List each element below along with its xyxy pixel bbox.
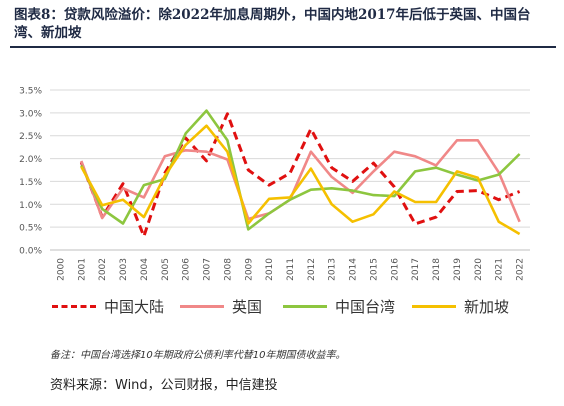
line-chart: 0.0%0.5%1.0%1.5%2.0%2.5%3.0%3.5% 2000 200…	[19, 87, 530, 281]
title-divider	[10, 46, 556, 48]
x-tick-label: 2016	[390, 258, 400, 281]
x-tick-label: 2014	[349, 258, 359, 281]
x-axis: 2000 2001 2002 2003 2004 2005 2006 2007 2008 2009…	[50, 249, 530, 281]
x-tick-label: 2011	[286, 258, 296, 281]
x-tick-label: 2020	[474, 258, 484, 281]
x-tick-label: 2018	[432, 258, 442, 281]
legend-swatch-mainland	[52, 305, 96, 308]
y-tick-label: 0.0%	[19, 247, 42, 257]
legend-swatch-uk	[180, 305, 224, 308]
legend-item-singapore: 新加坡	[412, 296, 509, 317]
legend-label-singapore: 新加坡	[464, 298, 510, 316]
x-tick-label: 2022	[516, 258, 526, 281]
legend-label-uk: 英国	[232, 298, 263, 316]
x-tick-label: 2013	[328, 258, 338, 281]
x-tick-label: 2005	[161, 258, 171, 281]
series-line-1	[80, 139, 521, 223]
x-tick-label: 2002	[98, 258, 108, 281]
legend-item-taiwan: 中国台湾	[283, 296, 395, 317]
data-source: 资料来源：Wind，公司财报，中信建投	[50, 378, 278, 393]
x-tick-label: 2009	[244, 258, 254, 281]
x-tick-label: 2000	[56, 258, 66, 281]
series-line-2	[80, 109, 521, 231]
y-tick-label: 2.0%	[19, 155, 42, 165]
series-line-0	[79, 112, 521, 238]
y-tick-label: 3.5%	[19, 87, 42, 97]
y-tick-label: 1.0%	[19, 201, 42, 211]
x-tick-label: 2015	[369, 258, 379, 281]
x-tick-label: 2010	[265, 258, 275, 281]
legend-swatch-taiwan	[283, 305, 327, 308]
x-tick-label: 2019	[453, 258, 463, 281]
x-tick-label: 2021	[495, 258, 505, 281]
x-tick-label: 2017	[411, 258, 421, 281]
x-tick-label: 2001	[77, 258, 87, 281]
x-tick-label: 2012	[307, 258, 317, 281]
y-tick-label: 3.0%	[19, 109, 42, 119]
x-tick-label: 2007	[203, 258, 213, 281]
chart-note: 备注：中国台湾选择10年期政府公债利率代替10年期国债收益率。	[50, 350, 346, 361]
legend-item-uk: 英国	[180, 296, 262, 317]
legend-item-mainland: 中国大陆	[52, 296, 164, 317]
y-tick-label: 2.5%	[19, 132, 42, 142]
series-line-3	[80, 124, 521, 236]
legend-label-taiwan: 中国台湾	[335, 298, 396, 316]
legend-swatch-singapore	[412, 305, 456, 308]
x-tick-label: 2006	[182, 258, 192, 281]
y-tick-label: 0.5%	[19, 224, 42, 234]
x-tick-label: 2008	[223, 258, 233, 281]
x-tick-label: 2003	[119, 258, 129, 281]
series-lines	[79, 109, 521, 238]
chart-title: 图表8：贷款风险溢价：除2022年加息周期外，中国内地2017年后低于英国、中国…	[14, 7, 531, 41]
x-tick-label: 2004	[140, 258, 150, 281]
y-axis: 0.0% 0.5% 1.0% 1.5% 2.0% 2.5% 3.0% 3.5%	[19, 87, 42, 257]
legend-label-mainland: 中国大陆	[104, 298, 165, 316]
y-tick-label: 1.5%	[19, 178, 42, 188]
legend: 中国大陆 英国 中国台湾 新加坡	[0, 296, 564, 320]
